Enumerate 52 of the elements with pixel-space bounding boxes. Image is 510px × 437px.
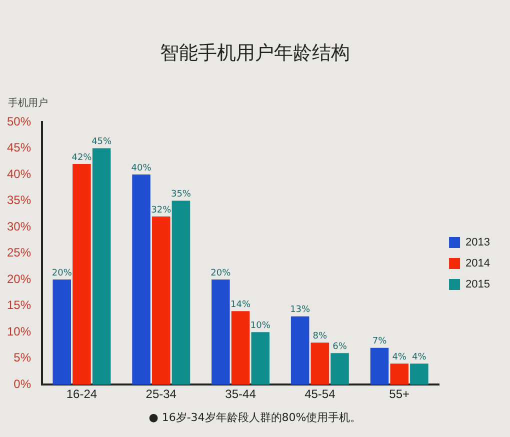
data-label: 35% bbox=[170, 190, 192, 200]
data-label: 7% bbox=[372, 336, 388, 347]
data-label: 6% bbox=[332, 342, 348, 352]
bar bbox=[132, 174, 150, 385]
y-axis-title: 手机用户 bbox=[8, 96, 48, 110]
data-label: 20% bbox=[210, 268, 232, 278]
y-tick-label: 30% bbox=[6, 219, 32, 234]
y-tick-label: 20% bbox=[6, 272, 32, 286]
bar bbox=[52, 280, 71, 385]
x-tick-label: 25-34 bbox=[146, 387, 177, 402]
legend-label: 2013 bbox=[466, 236, 490, 249]
x-tick-label: 35-44 bbox=[225, 387, 256, 402]
data-label: 20% bbox=[52, 268, 72, 278]
y-tick-label: 45% bbox=[6, 140, 32, 155]
data-label: 4% bbox=[392, 352, 407, 362]
legend-label: 2015 bbox=[466, 278, 490, 291]
y-tick-label: 40% bbox=[6, 166, 32, 181]
data-label: 13% bbox=[290, 305, 311, 316]
y-tick-label: 50% bbox=[6, 114, 32, 128]
x-tick-label: 16-24 bbox=[66, 387, 98, 402]
bar bbox=[251, 332, 270, 385]
bar bbox=[310, 342, 330, 385]
y-tick-label: 10% bbox=[6, 324, 32, 338]
bar bbox=[72, 164, 91, 385]
chart-title: 智能手机用户年龄结构 bbox=[159, 41, 351, 66]
bar bbox=[370, 348, 389, 385]
y-tick-label: 35% bbox=[6, 193, 32, 208]
data-label: 14% bbox=[230, 300, 251, 310]
y-tick-label: 25% bbox=[6, 246, 32, 260]
bar bbox=[290, 316, 310, 385]
bar bbox=[330, 353, 349, 385]
bar bbox=[390, 364, 408, 385]
bar bbox=[92, 148, 111, 385]
bar bbox=[212, 280, 230, 385]
bar bbox=[231, 311, 250, 385]
bar bbox=[172, 200, 190, 385]
y-tick-label: 0% bbox=[14, 376, 32, 391]
text: ● 16岁-34岁年龄段人群的80%使用手机。 bbox=[148, 410, 362, 425]
y-tick-label: 5% bbox=[14, 350, 32, 365]
data-label: 4% bbox=[412, 352, 427, 362]
y-tick-label: 15% bbox=[6, 298, 32, 312]
data-label: 32% bbox=[151, 205, 172, 216]
data-label: 10% bbox=[250, 320, 271, 331]
bar bbox=[152, 216, 170, 385]
data-label: 40% bbox=[131, 163, 152, 174]
x-tick-label: 45-54 bbox=[304, 387, 336, 402]
data-label: 8% bbox=[312, 331, 328, 342]
data-label: 42% bbox=[72, 152, 92, 163]
bar bbox=[410, 364, 428, 385]
x-tick-label: 55+ bbox=[389, 387, 410, 402]
data-label: 45% bbox=[92, 137, 112, 148]
legend-label: 2014 bbox=[466, 258, 490, 270]
